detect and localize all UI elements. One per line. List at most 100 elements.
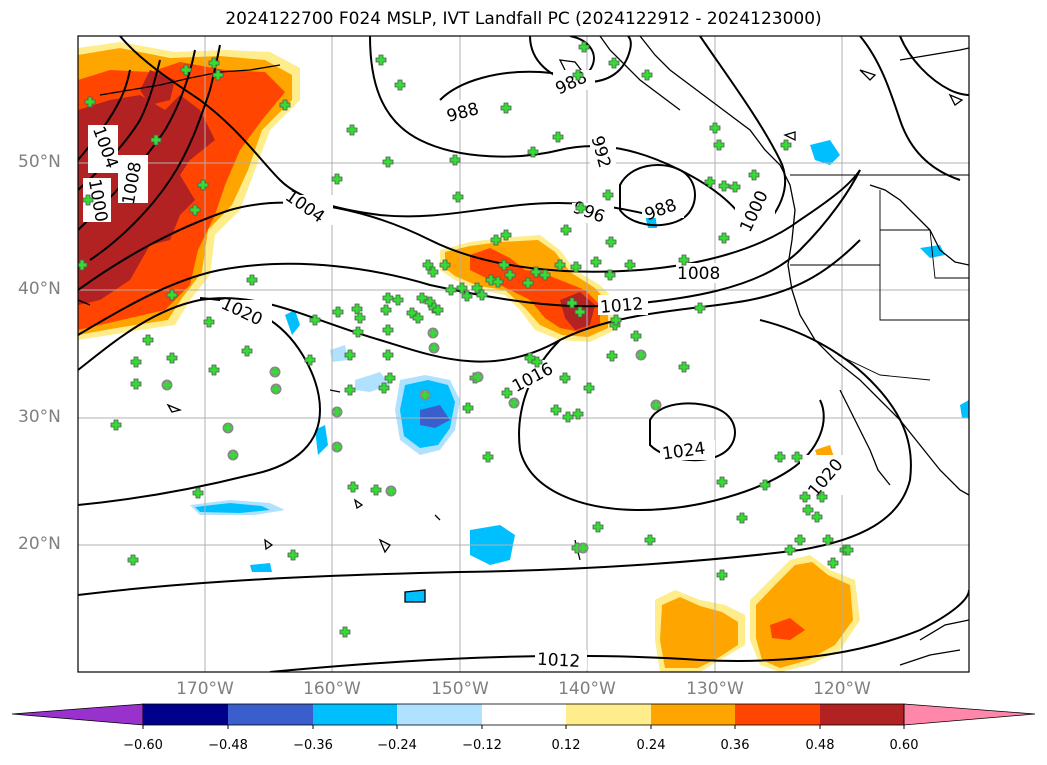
landfall-cross-marker: [794, 534, 806, 546]
landfall-cross-marker: [347, 481, 359, 493]
landfall-cross-marker: [130, 378, 142, 390]
landfall-cross-marker: [610, 314, 622, 326]
landfall-cross-marker: [539, 269, 551, 281]
landfall-cross-marker: [192, 487, 204, 499]
landfall-cross-marker: [382, 292, 394, 304]
landfall-cross-marker: [346, 124, 358, 136]
landfall-cross-marker: [439, 259, 451, 271]
landfall-cross-marker: [332, 306, 344, 318]
landfall-cross-marker: [462, 402, 474, 414]
landfall-circle-cross: [510, 399, 518, 407]
landfall-cross-marker: [412, 312, 424, 324]
landfall-cross-marker: [678, 361, 690, 373]
landfall-cross-marker: [212, 69, 224, 81]
landfall-cross-marker: [527, 146, 539, 158]
landfall-cross-marker: [82, 194, 94, 206]
landfall-cross-marker: [562, 411, 574, 423]
landfall-cross-marker: [799, 491, 811, 503]
isobar-label: 1012: [599, 294, 644, 318]
landfall-cross-marker: [78, 259, 88, 271]
landfall-cross-marker: [791, 451, 803, 463]
landfall-cross-marker: [241, 345, 253, 357]
landfall-cross-marker: [718, 232, 730, 244]
landfall-cross-marker: [392, 294, 404, 306]
landfall-circle-cross: [333, 408, 341, 416]
colorbar-tick-label: −0.36: [293, 738, 333, 753]
landfall-cross-marker: [344, 384, 356, 396]
map-area: 988 988 992 996 988 1000 1004 1008 1004 …: [78, 36, 969, 672]
landfall-cross-marker: [736, 512, 748, 524]
landfall-circle-cross: [333, 443, 341, 451]
landfall-cross-marker: [572, 408, 584, 420]
landfall-cross-marker: [780, 139, 792, 151]
lon-label-150w: 150°W: [431, 679, 489, 699]
landfall-cross-marker: [713, 139, 725, 151]
colorbar-tick-label: 0.48: [805, 738, 835, 753]
landfall-cross-marker: [382, 349, 394, 361]
colorbar-tick-label: 0.60: [889, 738, 919, 753]
landfall-circle-cross: [637, 351, 645, 359]
map-title: 2024122700 F024 MSLP, IVT Landfall PC (2…: [225, 9, 822, 29]
landfall-cross-marker: [827, 557, 839, 569]
landfall-cross-marker: [142, 334, 154, 346]
landfall-cross-marker: [552, 131, 564, 143]
landfall-cross-marker: [150, 134, 162, 146]
landfall-cross-marker: [394, 79, 406, 91]
landfall-cross-marker: [605, 236, 617, 248]
landfall-cross-marker: [449, 154, 461, 166]
landfall-circle-cross: [271, 368, 279, 376]
landfall-cross-marker: [452, 191, 464, 203]
lon-label-120w: 120°W: [813, 679, 871, 699]
landfall-cross-marker: [287, 549, 299, 561]
landfall-cross-marker: [592, 521, 604, 533]
colorbar-extend-high: [903, 703, 1036, 726]
landfall-cross-marker: [427, 266, 439, 278]
landfall-cross-marker: [570, 261, 582, 273]
landfall-cross-marker: [624, 259, 636, 271]
isobar-label: 1008: [677, 264, 720, 284]
landfall-cross-marker: [352, 326, 364, 338]
map-frame: [77, 35, 970, 673]
landfall-cross-marker: [559, 372, 571, 384]
landfall-circle-cross: [421, 391, 429, 399]
lat-label-50n: 50°N: [18, 152, 61, 172]
landfall-cross-marker: [678, 254, 690, 266]
colorbar-extend-low: [11, 703, 144, 726]
landfall-circle-cross: [163, 381, 171, 389]
landfall-cross-marker: [485, 274, 497, 286]
landfall-cross-marker: [246, 274, 258, 286]
colorbar-bin: [143, 704, 228, 725]
colorbar-tick-label: −0.12: [462, 738, 502, 753]
graticule: [78, 36, 969, 672]
landfall-cross-marker: [641, 69, 653, 81]
landfall-cross-marker: [575, 202, 587, 214]
landfall-cross-marker: [630, 330, 642, 342]
landfall-cross-marker: [602, 189, 614, 201]
landfall-cross-marker: [197, 179, 209, 191]
landfall-cross-marker: [331, 173, 343, 185]
colorbar-bin: [566, 704, 651, 725]
landfall-circle-cross: [224, 424, 232, 432]
colorbar-bin: [651, 704, 735, 725]
landfall-cross-marker: [504, 269, 516, 281]
landfall-cross-marker: [166, 352, 178, 364]
landfall-cross-marker: [729, 181, 741, 193]
landfall-circle-cross: [272, 385, 280, 393]
colorbar: [11, 703, 1036, 729]
landfall-cross-marker: [127, 554, 139, 566]
landfall-cross-marker: [531, 356, 543, 368]
landfall-cross-marker: [572, 69, 584, 81]
landfall-cross-marker: [354, 312, 366, 324]
landfall-cross-marker: [203, 316, 215, 328]
landfall-cross-marker: [382, 156, 394, 168]
landfall-circle-cross: [474, 373, 482, 381]
landfall-cross-marker: [208, 364, 220, 376]
colorbar-bin: [482, 704, 566, 725]
colorbar-tick-label: −0.48: [208, 738, 248, 753]
landfall-cross-marker: [811, 511, 823, 523]
landfall-cross-marker: [378, 382, 390, 394]
colorbar-tick-label: 0.24: [636, 738, 666, 753]
landfall-cross-marker: [748, 169, 760, 181]
lon-label-160w: 160°W: [303, 679, 361, 699]
landfall-cross-marker: [416, 292, 428, 304]
